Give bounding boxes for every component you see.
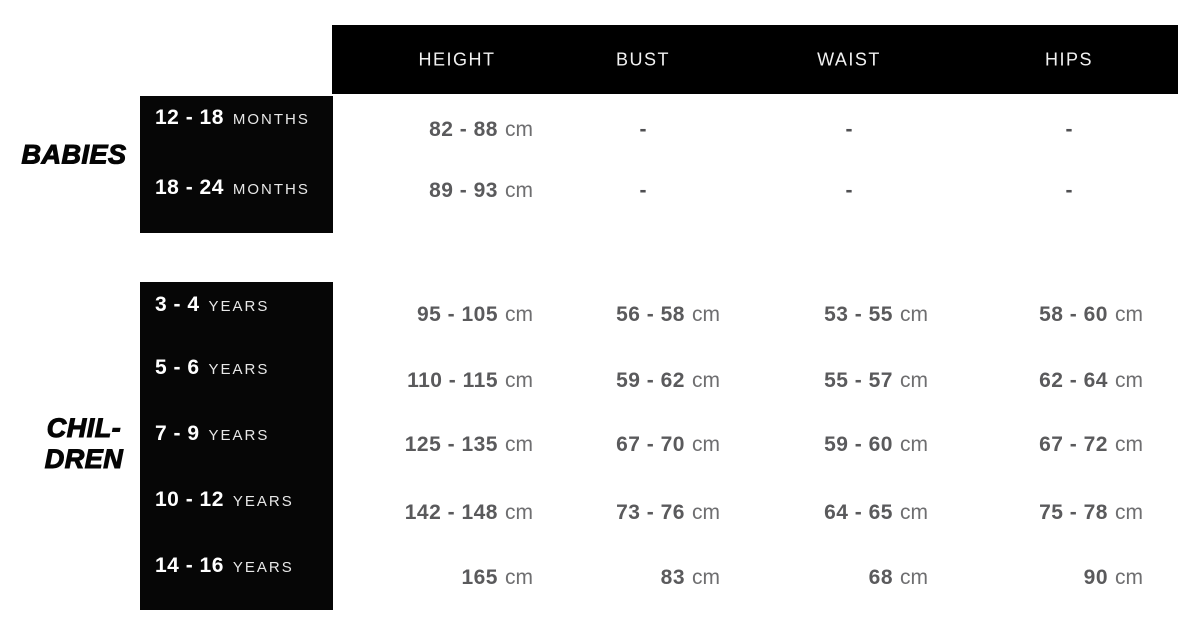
age-range-numbers: 14 - 16 — [155, 554, 224, 577]
column-header-bust: BUST — [615, 49, 671, 69]
bust-empty-dash: - — [639, 179, 647, 202]
age-range-numbers: 10 - 12 — [155, 488, 224, 511]
bust-empty-dash: - — [639, 118, 647, 141]
age-range-numbers: 12 - 18 — [155, 106, 224, 129]
height-value: 142 - 148 cm — [404, 501, 533, 524]
bust-value: 83 cm — [660, 566, 720, 589]
group-label-babies: BABIES — [21, 139, 127, 171]
table-header-bar: HEIGHT BUST WAIST HIPS — [332, 25, 1178, 94]
age-range: 10 - 12 YEARS — [155, 488, 294, 512]
group-label-line: DREN — [44, 443, 124, 474]
age-range-unit: YEARS — [208, 298, 270, 315]
column-header-waist: WAIST — [817, 49, 881, 69]
waist-value: 53 - 55 cm — [824, 303, 928, 326]
hips-empty-dash: - — [1065, 118, 1073, 141]
age-range-numbers: 3 - 4 — [155, 293, 200, 316]
waist-value: 59 - 60 cm — [824, 433, 928, 456]
age-range-unit: YEARS — [208, 427, 270, 444]
hips-value: 90 cm — [1083, 566, 1143, 589]
waist-empty-dash: - — [845, 118, 853, 141]
bust-value: 56 - 58 cm — [616, 303, 720, 326]
height-value: 82 - 88 cm — [429, 118, 533, 141]
column-header-height: HEIGHT — [418, 49, 496, 69]
age-range-unit: MONTHS — [232, 111, 310, 128]
hips-empty-dash: - — [1065, 179, 1073, 202]
height-value: 95 - 105 cm — [416, 303, 533, 326]
hips-value: 58 - 60 cm — [1039, 303, 1143, 326]
hips-value: 75 - 78 cm — [1039, 501, 1143, 524]
age-range: 7 - 9 YEARS — [155, 422, 269, 446]
age-range-unit: YEARS — [232, 493, 294, 510]
age-range-numbers: 5 - 6 — [155, 356, 200, 379]
bust-value: 59 - 62 cm — [616, 369, 720, 392]
age-range-unit: MONTHS — [232, 181, 310, 198]
bust-value: 67 - 70 cm — [616, 433, 720, 456]
age-range-unit: YEARS — [208, 361, 270, 378]
age-range: 3 - 4 YEARS — [155, 293, 269, 317]
waist-value: 64 - 65 cm — [824, 501, 928, 524]
hips-value: 62 - 64 cm — [1039, 369, 1143, 392]
height-value: 125 - 135 cm — [404, 433, 533, 456]
group-label-line: BABIES — [21, 139, 127, 170]
age-range: 18 - 24 MONTHS — [155, 176, 310, 200]
babies-age-box: 12 - 18 MONTHS 18 - 24 MONTHS — [140, 96, 333, 233]
age-range-numbers: 18 - 24 — [155, 176, 224, 199]
age-range: 12 - 18 MONTHS — [155, 106, 310, 130]
age-range-unit: YEARS — [232, 559, 294, 576]
age-range: 5 - 6 YEARS — [155, 356, 269, 380]
hips-value: 67 - 72 cm — [1039, 433, 1143, 456]
waist-value: 55 - 57 cm — [824, 369, 928, 392]
column-header-hips: HIPS — [1044, 49, 1094, 69]
waist-empty-dash: - — [845, 179, 853, 202]
group-label-line: CHIL- — [46, 412, 122, 443]
height-value: 165 cm — [461, 566, 533, 589]
waist-value: 68 cm — [868, 566, 928, 589]
group-label-children: CHIL- DREN — [44, 412, 124, 475]
height-value: 110 - 115 cm — [407, 369, 533, 392]
children-age-box: 3 - 4 YEARS 5 - 6 YEARS 7 - 9 YEARS 10 - 12… — [140, 282, 333, 610]
height-value: 89 - 93 cm — [429, 179, 533, 202]
age-range: 14 - 16 YEARS — [155, 554, 294, 578]
bust-value: 73 - 76 cm — [616, 501, 720, 524]
age-range-numbers: 7 - 9 — [155, 422, 200, 445]
